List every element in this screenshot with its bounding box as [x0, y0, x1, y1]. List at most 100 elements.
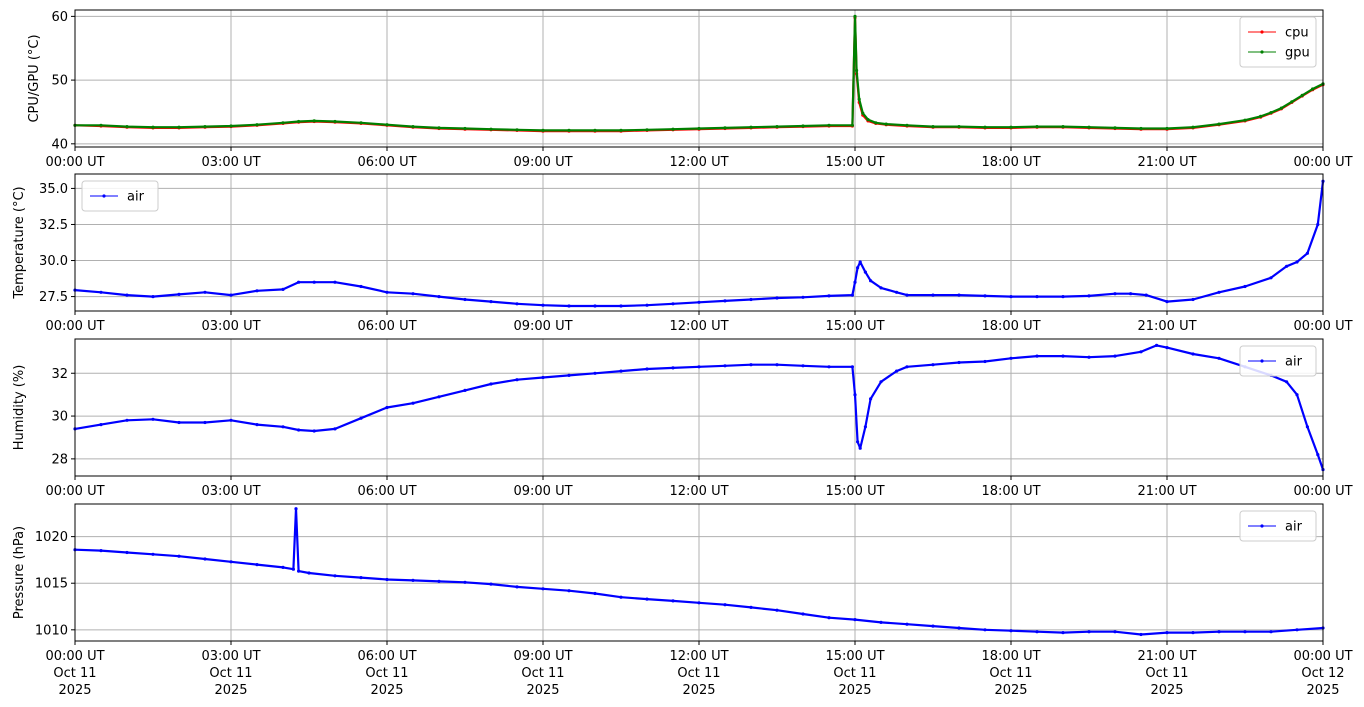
data-point [957, 125, 961, 129]
data-point [297, 428, 301, 432]
data-point [1217, 290, 1221, 294]
data-point [1269, 630, 1273, 634]
data-point [856, 440, 860, 444]
data-point [255, 123, 259, 127]
data-point [1269, 111, 1273, 115]
x-tick-label: 06:00 UT [357, 484, 416, 499]
x-tick-label: 00:00 UT [1293, 484, 1352, 499]
series-air [73, 343, 1325, 472]
data-point [385, 123, 389, 127]
data-point [411, 125, 415, 129]
legend-label-air: air [1285, 520, 1303, 535]
x-tick-label: 00:00 UT [45, 155, 104, 170]
data-point [1009, 125, 1013, 129]
data-point [931, 363, 935, 367]
data-point [879, 380, 883, 384]
data-point [1300, 93, 1304, 97]
y-tick-label: 60 [51, 10, 68, 25]
data-point [697, 126, 701, 131]
data-point [567, 589, 571, 593]
data-point [983, 359, 987, 364]
data-point [855, 68, 859, 73]
data-point [411, 401, 415, 405]
data-point [1295, 393, 1299, 397]
series-line-air [74, 344, 1325, 470]
x-tick-label: 00:00 UT [1293, 155, 1352, 170]
data-point [931, 125, 935, 129]
legend-label-gpu: gpu [1285, 46, 1310, 61]
x-tick-year-label: 2025 [994, 683, 1027, 698]
data-point [827, 123, 831, 127]
data-point [857, 97, 861, 101]
x-tick-label: 12:00 UT [669, 155, 728, 170]
data-point [749, 297, 753, 302]
data-point [541, 128, 545, 132]
data-point [1165, 346, 1169, 350]
data-point [850, 123, 855, 127]
data-point [1295, 260, 1299, 264]
data-point [1243, 284, 1247, 289]
y-tick-label: 50 [51, 74, 68, 89]
data-point [1285, 264, 1289, 268]
x-tick-label: 15:00 UT [825, 484, 884, 499]
y-tick-label: 1010 [35, 623, 68, 638]
legend-box [1239, 345, 1317, 377]
data-point [437, 295, 441, 299]
x-tick-year-label: 2025 [1150, 683, 1183, 698]
data-point [619, 595, 623, 599]
y-tick-label: 40 [51, 137, 68, 152]
x-tick-date-label: Oct 11 [521, 666, 564, 681]
data-point [1285, 380, 1289, 384]
legend-marker-cpu [1260, 30, 1264, 34]
legend-label-air: air [1285, 355, 1303, 370]
data-point [1155, 343, 1159, 347]
data-point [489, 382, 493, 386]
data-point [385, 290, 389, 294]
data-point [1191, 352, 1195, 356]
data-point [801, 364, 805, 368]
data-point [359, 416, 363, 420]
data-point [463, 388, 467, 392]
data-point [1259, 114, 1263, 118]
x-tick-label: 03:00 UT [201, 484, 260, 499]
x-tick-label: 06:00 UT [357, 649, 416, 664]
legend-box [1239, 510, 1317, 542]
data-point [1217, 356, 1221, 360]
series-air [73, 179, 1325, 308]
data-point [297, 280, 301, 284]
x-tick-year-label: 2025 [526, 683, 559, 698]
x-tick-year-label: 2025 [58, 683, 91, 698]
data-point [1061, 354, 1065, 358]
data-point [99, 423, 103, 427]
data-point [863, 270, 868, 274]
x-tick-label: 12:00 UT [669, 484, 728, 499]
data-point [593, 591, 597, 596]
data-point [312, 429, 316, 433]
y-tick-label: 1020 [35, 530, 68, 545]
data-point [775, 296, 779, 300]
data-point [858, 260, 862, 264]
data-point [905, 622, 909, 626]
data-point [619, 369, 623, 373]
y-axis-label: Pressure (hPa) [12, 526, 27, 619]
y-axis-label: Temperature (°C) [12, 186, 27, 299]
data-point [125, 293, 129, 297]
data-point [1295, 628, 1299, 632]
data-point [515, 128, 519, 132]
data-point [749, 363, 753, 367]
x-tick-label: 06:00 UT [357, 155, 416, 170]
data-point [1009, 295, 1013, 299]
data-point [1243, 118, 1247, 122]
data-point [1035, 630, 1039, 634]
data-point [229, 560, 233, 564]
legend-marker-air [1260, 524, 1264, 528]
data-point [1129, 292, 1133, 296]
x-tick-date-label: Oct 11 [209, 666, 252, 681]
series-air [73, 507, 1325, 637]
data-point [1061, 125, 1065, 129]
data-point [645, 597, 649, 601]
data-point [853, 14, 857, 18]
data-point [1311, 87, 1315, 91]
data-point [1113, 354, 1117, 358]
chart-panel-1: 40 50 60 00:00 UT 03:00 UT 06:00 UT 09:00 UT 12… [27, 9, 1353, 170]
